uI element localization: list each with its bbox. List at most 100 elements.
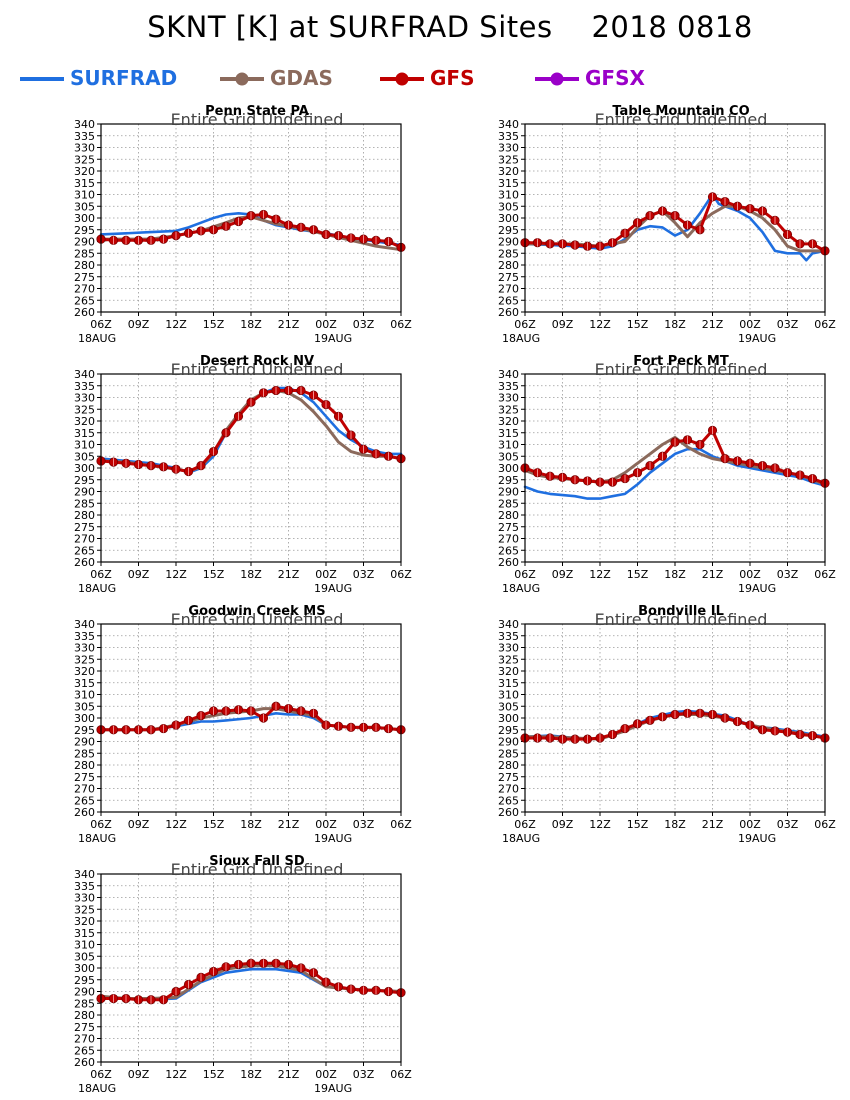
undefined-note: Entire Grid Undefined xyxy=(595,360,768,379)
y-tick-label: 265 xyxy=(74,1044,95,1057)
y-tick-label: 335 xyxy=(498,380,519,393)
y-tick-label: 305 xyxy=(74,200,95,213)
y-tick-label: 275 xyxy=(498,521,519,534)
y-tick-label: 295 xyxy=(74,974,95,987)
y-tick-label: 265 xyxy=(74,544,95,557)
y-tick-label: 280 xyxy=(74,509,95,522)
y-tick-label: 285 xyxy=(74,497,95,510)
y-tick-label: 320 xyxy=(498,415,519,428)
x-tick-label: 18Z xyxy=(664,818,686,831)
y-tick-label: 295 xyxy=(498,474,519,487)
chart-panel-desert-rock-nv: 2602652702752802852902953003053103153203… xyxy=(74,354,412,595)
y-tick-label: 340 xyxy=(74,868,95,881)
y-tick-label: 335 xyxy=(74,880,95,893)
x-tick-label: 06Z xyxy=(514,818,536,831)
plot-frame xyxy=(524,373,826,563)
x-day-label: 19AUG xyxy=(738,832,776,845)
x-tick-label: 00Z xyxy=(315,568,337,581)
legend-swatch-surfrad xyxy=(20,77,64,81)
y-tick-label: 335 xyxy=(498,630,519,643)
x-tick-label: 06Z xyxy=(390,818,412,831)
y-tick-label: 285 xyxy=(498,747,519,760)
y-tick-label: 310 xyxy=(74,939,95,952)
panel-title: Fort Peck MT xyxy=(633,354,729,369)
legend-marker xyxy=(395,72,409,86)
page-title: SKNT [K] at SURFRAD Sites 2018 0818 xyxy=(0,10,850,44)
undefined-note: Entire Grid Undefined xyxy=(595,610,768,629)
panel-title: Desert Rock NV xyxy=(200,354,314,369)
x-tick-label: 15Z xyxy=(627,568,649,581)
y-tick-label: 290 xyxy=(498,736,519,749)
y-tick-label: 280 xyxy=(74,759,95,772)
x-tick-label: 09Z xyxy=(552,318,574,331)
y-tick-label: 325 xyxy=(74,403,95,416)
y-tick-label: 285 xyxy=(74,997,95,1010)
y-tick-label: 310 xyxy=(74,189,95,202)
y-tick-label: 270 xyxy=(74,1033,95,1046)
x-tick-label: 21Z xyxy=(278,318,300,331)
y-tick-label: 320 xyxy=(74,415,95,428)
y-tick-label: 290 xyxy=(74,236,95,249)
x-tick-label: 06Z xyxy=(90,818,112,831)
panel-title: Table Mountain CO xyxy=(612,104,749,119)
x-day-label: 18AUG xyxy=(502,332,540,345)
y-tick-label: 290 xyxy=(74,486,95,499)
x-tick-label: 21Z xyxy=(278,1068,300,1081)
y-tick-label: 300 xyxy=(74,212,95,225)
chart-panel-sioux-fall-sd: 2602652702752802852902953003053103153203… xyxy=(74,854,412,1095)
x-tick-label: 03Z xyxy=(353,818,375,831)
plot-frame xyxy=(100,373,402,563)
x-tick-label: 00Z xyxy=(315,818,337,831)
legend-marker xyxy=(235,72,249,86)
chart-panel-table-mountain-co: 2602652702752802852902953003053103153203… xyxy=(498,104,836,345)
x-tick-label: 09Z xyxy=(552,818,574,831)
y-tick-label: 340 xyxy=(498,118,519,131)
x-tick-label: 03Z xyxy=(777,818,799,831)
y-tick-label: 335 xyxy=(498,130,519,143)
x-tick-label: 21Z xyxy=(702,568,724,581)
y-tick-label: 315 xyxy=(74,177,95,190)
y-tick-label: 320 xyxy=(498,665,519,678)
undefined-note: Entire Grid Undefined xyxy=(595,110,768,129)
x-day-label: 18AUG xyxy=(502,582,540,595)
panel-title: Penn State PA xyxy=(205,104,309,119)
y-tick-label: 330 xyxy=(498,142,519,155)
chart-panel-penn-state-pa: 2602652702752802852902953003053103153203… xyxy=(74,104,412,345)
x-tick-label: 15Z xyxy=(203,568,225,581)
y-tick-label: 335 xyxy=(74,630,95,643)
series-line-surfrad xyxy=(523,447,827,500)
legend-label: GFSX xyxy=(585,66,645,90)
x-tick-label: 12Z xyxy=(589,318,611,331)
y-tick-label: 285 xyxy=(498,247,519,260)
x-tick-label: 12Z xyxy=(589,818,611,831)
y-tick-label: 275 xyxy=(74,521,95,534)
x-tick-label: 18Z xyxy=(664,318,686,331)
y-tick-label: 280 xyxy=(498,259,519,272)
y-tick-label: 315 xyxy=(74,677,95,690)
y-tick-label: 315 xyxy=(74,427,95,440)
x-tick-label: 03Z xyxy=(777,318,799,331)
x-day-label: 19AUG xyxy=(314,832,352,845)
y-tick-label: 315 xyxy=(74,927,95,940)
x-tick-label: 00Z xyxy=(315,1068,337,1081)
y-tick-label: 325 xyxy=(74,903,95,916)
y-tick-label: 330 xyxy=(498,392,519,405)
y-tick-label: 260 xyxy=(498,806,519,819)
y-tick-label: 320 xyxy=(498,165,519,178)
chart-panel-goodwin-creek-ms: 2602652702752802852902953003053103153203… xyxy=(74,604,412,845)
y-tick-label: 335 xyxy=(74,130,95,143)
y-tick-label: 305 xyxy=(74,450,95,463)
x-tick-label: 06Z xyxy=(390,1068,412,1081)
x-tick-label: 15Z xyxy=(203,818,225,831)
x-tick-label: 03Z xyxy=(353,1068,375,1081)
y-tick-label: 295 xyxy=(74,724,95,737)
x-tick-label: 15Z xyxy=(203,318,225,331)
x-tick-label: 06Z xyxy=(814,318,836,331)
x-tick-label: 06Z xyxy=(390,568,412,581)
y-tick-label: 295 xyxy=(498,224,519,237)
x-tick-label: 03Z xyxy=(353,318,375,331)
y-tick-label: 330 xyxy=(74,642,95,655)
y-tick-label: 325 xyxy=(74,653,95,666)
x-tick-label: 06Z xyxy=(90,568,112,581)
